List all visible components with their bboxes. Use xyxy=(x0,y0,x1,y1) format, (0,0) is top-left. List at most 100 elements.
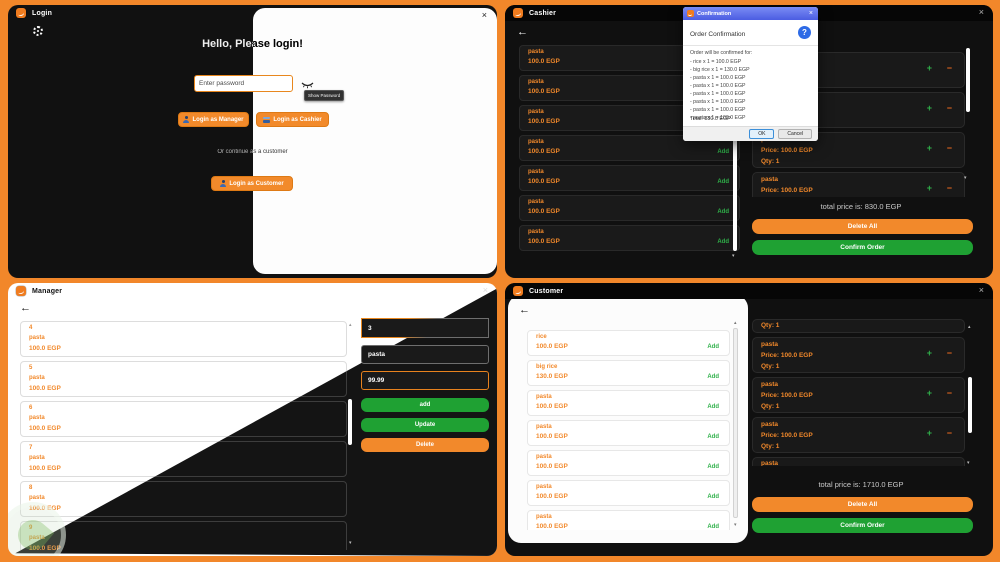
close-icon[interactable]: × xyxy=(481,10,487,20)
cart-item-price: Price: 100.0 EGP xyxy=(761,147,813,154)
back-arrow-icon[interactable]: ← xyxy=(517,26,528,38)
menu-item-name: pasta xyxy=(536,394,552,400)
list-scrollbar[interactable] xyxy=(348,399,352,445)
order-line: - pasta x 1 = 100.0 EGP xyxy=(690,115,746,121)
decrease-qty-icon[interactable]: − xyxy=(946,388,952,398)
update-button[interactable]: Update xyxy=(361,418,489,432)
scroll-down-icon[interactable]: ▾ xyxy=(734,522,737,528)
item-name: pasta xyxy=(29,495,45,501)
decrease-qty-icon[interactable]: − xyxy=(946,63,952,73)
increase-qty-icon[interactable]: + xyxy=(926,143,932,153)
add-item-button[interactable]: Add xyxy=(707,494,719,500)
menu-item-name: pasta xyxy=(528,49,544,55)
scroll-up-icon[interactable]: ▴ xyxy=(349,322,352,328)
manager-item-card[interactable]: 4 pasta 100.0 EGP xyxy=(20,321,347,357)
decrease-qty-icon[interactable]: − xyxy=(946,183,952,193)
menu-item-card: pasta 100.0 EGP Add xyxy=(519,195,740,221)
app-logo-icon xyxy=(16,286,26,296)
add-item-button[interactable]: Add xyxy=(717,179,729,185)
order-line: - big rice x 1 = 130.0 EGP xyxy=(690,67,750,73)
gear-icon[interactable] xyxy=(33,26,43,36)
add-item-button[interactable]: Add xyxy=(717,239,729,245)
menu-item-card: big rice 130.0 EGP Add xyxy=(527,360,730,386)
dialog-order-lines: - rice x 1 = 100.0 EGP - big rice x 1 = 1… xyxy=(690,58,750,122)
add-item-button[interactable]: Add xyxy=(707,404,719,410)
scroll-down-icon[interactable]: ▾ xyxy=(964,175,967,181)
add-item-button[interactable]: Add xyxy=(707,344,719,350)
dialog-total: Total: 830.0 EGP xyxy=(690,116,731,122)
back-arrow-icon[interactable]: ← xyxy=(519,304,530,316)
item-name-input[interactable]: pasta xyxy=(361,345,489,364)
menu-item-price: 100.0 EGP xyxy=(536,403,568,410)
login-as-cashier-button[interactable]: Login as Cashier xyxy=(256,112,329,127)
close-icon[interactable]: × xyxy=(978,285,984,295)
menu-item-card: rice 100.0 EGP Add xyxy=(527,330,730,356)
increase-qty-icon[interactable]: + xyxy=(926,388,932,398)
order-line: - pasta x 1 = 100.0 EGP xyxy=(690,83,746,89)
item-price-input[interactable]: 99.99 xyxy=(361,371,489,390)
add-item-button[interactable]: Add xyxy=(707,374,719,380)
increase-qty-icon[interactable]: + xyxy=(926,63,932,73)
cart-scrollbar[interactable] xyxy=(968,377,972,433)
add-item-button[interactable]: Add xyxy=(707,464,719,470)
manager-item-card[interactable]: 6 pasta 100.0 EGP xyxy=(20,401,347,437)
manager-item-card[interactable]: 7 pasta 100.0 EGP xyxy=(20,441,347,477)
cart-item-name: pasta xyxy=(761,381,778,388)
item-id: 5 xyxy=(29,365,33,371)
app-logo-icon xyxy=(687,10,694,17)
delete-all-button[interactable]: Delete All xyxy=(752,219,973,234)
cart-item-name: pasta xyxy=(761,460,778,466)
back-arrow-icon[interactable]: ← xyxy=(20,302,31,314)
ok-button[interactable]: OK xyxy=(749,129,775,139)
cart-item-qty: Qty: 1 xyxy=(761,363,780,370)
cart-scrollbar[interactable] xyxy=(966,48,970,112)
dialog-intro-text: Order will be confirmed for: xyxy=(690,50,753,56)
increase-qty-icon[interactable]: + xyxy=(926,348,932,358)
show-password-eye-icon[interactable] xyxy=(301,76,314,94)
decrease-qty-icon[interactable]: − xyxy=(946,143,952,153)
menu-scrollbar[interactable] xyxy=(733,328,738,518)
increase-qty-icon[interactable]: + xyxy=(926,103,932,113)
password-input[interactable] xyxy=(194,75,293,92)
close-icon[interactable]: × xyxy=(978,7,984,17)
scroll-up-icon[interactable]: ▴ xyxy=(734,320,737,326)
manager-person-icon xyxy=(183,116,190,123)
manager-item-card[interactable]: 8 pasta 100.0 EGP xyxy=(20,481,347,517)
cart-item-card-partial: Qty: 1 xyxy=(752,319,965,333)
cancel-button[interactable]: Cancel xyxy=(778,129,812,139)
login-as-customer-button[interactable]: Login as Customer xyxy=(211,176,293,191)
cart-item-price: Price: 100.0 EGP xyxy=(761,432,813,439)
decrease-qty-icon[interactable]: − xyxy=(946,103,952,113)
add-item-button[interactable]: Add xyxy=(707,434,719,440)
delete-button[interactable]: Delete xyxy=(361,438,489,452)
scroll-up-icon[interactable]: ▴ xyxy=(968,324,971,330)
add-item-button[interactable]: Add xyxy=(717,149,729,155)
add-item-button[interactable]: Add xyxy=(717,209,729,215)
confirm-order-button[interactable]: Confirm Order xyxy=(752,240,973,255)
scroll-down-icon[interactable]: ▾ xyxy=(967,460,970,466)
item-id-input[interactable]: 3 xyxy=(361,318,489,338)
increase-qty-icon[interactable]: + xyxy=(926,183,932,193)
menu-item-price: 100.0 EGP xyxy=(528,58,560,65)
dialog-close-icon[interactable]: × xyxy=(808,10,813,17)
confirm-order-button[interactable]: Confirm Order xyxy=(752,518,973,533)
login-as-cashier-label: Login as Cashier xyxy=(273,116,322,123)
menu-item-price: 100.0 EGP xyxy=(528,118,560,125)
delete-all-button[interactable]: Delete All xyxy=(752,497,973,512)
item-price: 100.0 EGP xyxy=(29,465,61,472)
close-icon[interactable]: × xyxy=(482,285,488,295)
login-as-manager-button[interactable]: Login as Manager xyxy=(178,112,249,127)
manager-item-card[interactable]: 5 pasta 100.0 EGP xyxy=(20,361,347,397)
item-price: 100.0 EGP xyxy=(29,345,61,352)
add-button[interactable]: add xyxy=(361,398,489,412)
decrease-qty-icon[interactable]: − xyxy=(946,428,952,438)
cart-item-qty: Qty: 1 xyxy=(761,158,780,165)
scroll-down-icon[interactable]: ▾ xyxy=(349,540,352,546)
menu-item-name: pasta xyxy=(536,454,552,460)
increase-qty-icon[interactable]: + xyxy=(926,428,932,438)
menu-scrollbar[interactable] xyxy=(733,45,737,251)
decrease-qty-icon[interactable]: − xyxy=(946,348,952,358)
manager-item-card[interactable]: 9 pasta 100.0 EGP xyxy=(20,521,347,550)
scroll-down-icon[interactable]: ▾ xyxy=(732,253,735,259)
add-item-button[interactable]: Add xyxy=(707,524,719,530)
